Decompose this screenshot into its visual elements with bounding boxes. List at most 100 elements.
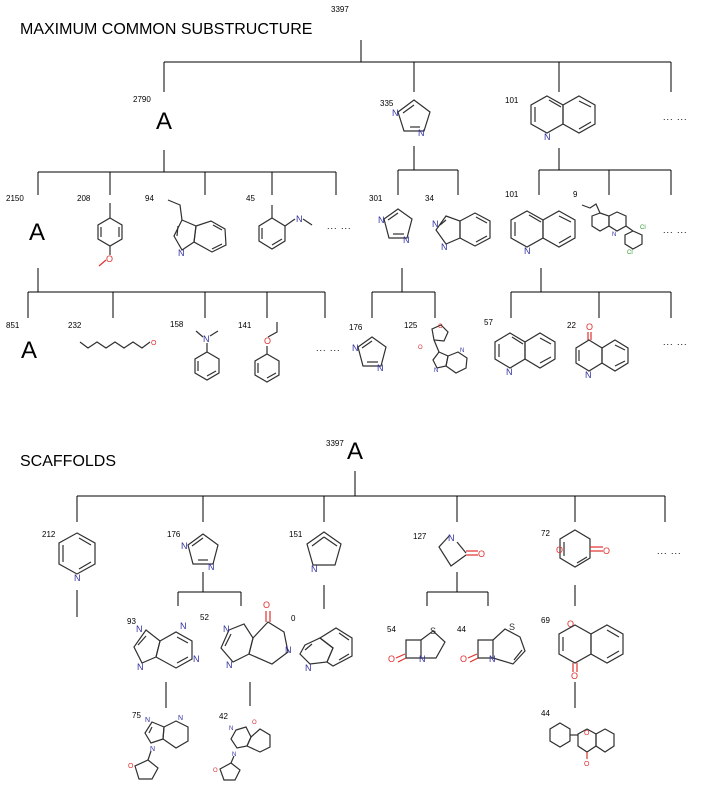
svg-text:N: N <box>434 368 438 374</box>
svg-text:N: N <box>403 235 410 245</box>
node-count: 127 <box>413 532 427 541</box>
svg-text:O: O <box>388 654 395 664</box>
svg-text:N: N <box>145 717 150 724</box>
node-count: 141 <box>238 321 252 330</box>
svg-text:N: N <box>524 246 531 256</box>
mol-chlorinated-polycycle: Cl Cl N <box>581 203 646 256</box>
svg-text:N: N <box>441 242 448 252</box>
svg-text:N: N <box>137 662 144 672</box>
svg-text:O: O <box>571 671 578 681</box>
mol-ethoxybenzene: O <box>254 322 280 383</box>
svg-text:N: N <box>377 363 384 373</box>
svg-text:O: O <box>556 545 563 555</box>
node-count: 44 <box>541 709 550 718</box>
mol-quinolinone: O N <box>575 322 629 380</box>
svg-text:O: O <box>603 546 610 556</box>
mol-purine: N N N N <box>133 621 200 672</box>
scaffold-root-count: 3397 <box>326 439 344 448</box>
svg-text:O: O <box>418 345 423 351</box>
node-count: 94 <box>145 194 154 203</box>
mol-quinoline: N <box>530 95 596 142</box>
svg-text:N: N <box>612 232 616 238</box>
mol-beta-lactam: N O <box>438 533 485 567</box>
svg-text:N: N <box>193 654 200 664</box>
svg-text:N: N <box>178 715 183 722</box>
node-count: 52 <box>200 613 209 622</box>
node-count: 93 <box>127 617 136 626</box>
svg-text:O: O <box>263 600 270 610</box>
node-count: 232 <box>68 321 82 330</box>
node-count: 57 <box>484 318 493 327</box>
svg-text:N: N <box>432 219 439 229</box>
node-count: 42 <box>219 712 228 721</box>
svg-text:O: O <box>264 336 271 346</box>
svg-text:N: N <box>285 645 292 655</box>
more-ellipsis: ... ... <box>316 343 341 353</box>
node-count: 158 <box>170 320 184 329</box>
more-ellipsis: ... ... <box>663 337 688 347</box>
node-count: 34 <box>425 194 434 203</box>
node-count: 72 <box>541 529 550 538</box>
svg-text:N: N <box>489 654 496 664</box>
node-count: 9 <box>573 190 578 199</box>
node-count: 75 <box>132 711 141 720</box>
mol-chromone: O O <box>558 619 624 681</box>
node-count: 176 <box>167 530 181 539</box>
svg-text:O: O <box>567 619 574 629</box>
mcs-section-title: MAXIMUM COMMON SUBSTRUCTURE <box>20 21 312 38</box>
any-atom-label: A <box>29 219 45 246</box>
svg-text:O: O <box>584 761 590 768</box>
node-count: 45 <box>246 194 255 203</box>
node-count: 0 <box>291 614 296 623</box>
node-count: 851 <box>6 321 20 330</box>
svg-text:N: N <box>418 128 425 138</box>
node-count: 2150 <box>6 194 24 203</box>
node-count: 101 <box>505 190 519 199</box>
svg-text:Cl: Cl <box>627 250 633 256</box>
more-ellipsis: ... ... <box>663 225 688 235</box>
node-count: 22 <box>567 321 576 330</box>
node-count: 301 <box>369 194 383 203</box>
mol-purine-nucleoside: O O N N <box>418 324 468 374</box>
svg-text:N: N <box>311 564 318 574</box>
mol-methoxy-toluene: O <box>97 203 123 267</box>
mol-flavone: O O <box>549 722 615 768</box>
svg-text:N: N <box>136 624 143 634</box>
svg-text:N: N <box>585 370 592 380</box>
mol-methyltoluidine: N <box>258 205 313 250</box>
svg-text:N: N <box>352 343 359 353</box>
svg-text:N: N <box>448 533 455 543</box>
svg-text:N: N <box>208 562 215 572</box>
svg-text:Cl: Cl <box>640 225 646 231</box>
mol-pyranone: O O <box>556 529 610 568</box>
svg-text:O: O <box>151 340 157 347</box>
svg-text:N: N <box>226 660 233 670</box>
svg-text:N: N <box>180 621 187 631</box>
any-atom-label: A <box>21 337 37 364</box>
node-count: 44 <box>457 625 466 634</box>
mol-purine-thf: N N N O <box>128 715 189 780</box>
svg-text:O: O <box>586 322 593 332</box>
svg-text:O: O <box>478 549 485 559</box>
svg-text:N: N <box>506 367 513 377</box>
mol-pyrrole: N <box>306 531 342 574</box>
svg-text:N: N <box>460 348 464 354</box>
mol-benzimidazole: N N <box>432 212 491 252</box>
mol-imidazole: N N <box>352 336 387 373</box>
mcs-tree-connectors <box>27 40 672 318</box>
more-ellipsis: ... ... <box>327 221 352 231</box>
svg-text:N: N <box>305 663 312 673</box>
svg-text:N: N <box>178 248 185 258</box>
svg-text:N: N <box>232 752 236 758</box>
svg-text:N: N <box>223 624 230 634</box>
svg-text:N: N <box>378 215 385 225</box>
mol-quinoline: N <box>510 210 576 256</box>
any-atom-label: A <box>156 108 172 135</box>
node-count: 208 <box>77 194 91 203</box>
svg-text:N: N <box>181 541 188 551</box>
svg-text:S: S <box>509 622 515 632</box>
svg-text:N: N <box>392 108 399 118</box>
svg-text:O: O <box>460 654 467 664</box>
svg-text:N: N <box>419 654 426 664</box>
